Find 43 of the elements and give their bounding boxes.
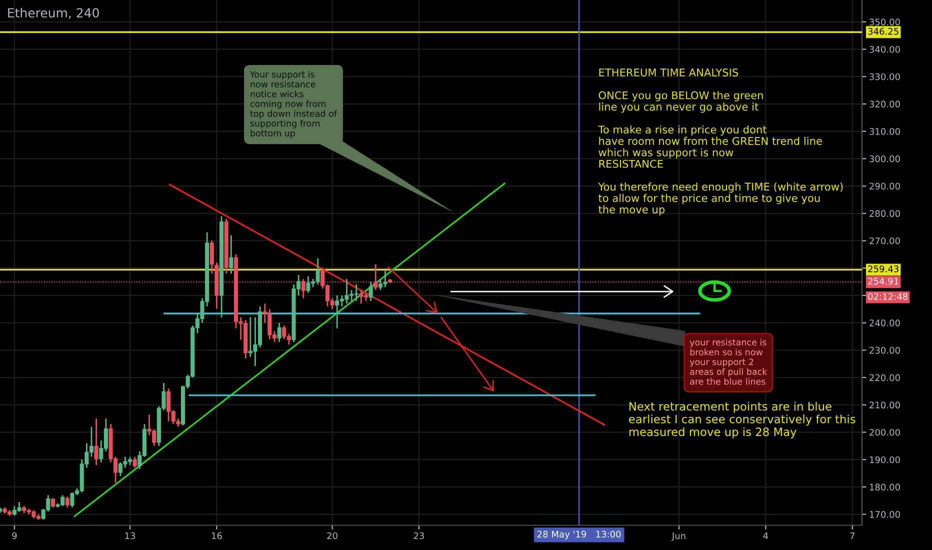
y-tick-label: 170.00 <box>870 511 900 518</box>
x-tick-label: 16 <box>212 532 222 540</box>
y-tick-label: 340.00 <box>870 46 900 53</box>
y-tick-label: 300.00 <box>870 155 900 162</box>
candlestick <box>277 322 282 343</box>
x-tick-label: 7 <box>850 532 854 540</box>
x-tick-label: Jun <box>671 532 686 541</box>
ref-line-label: 28 May '19 13:00 <box>538 530 621 540</box>
y-tick-label: 310.00 <box>870 128 900 135</box>
y-tick-label: 190.00 <box>870 456 900 464</box>
y-tick-label: 180.00 <box>870 484 900 491</box>
y-tick-label: 290.00 <box>870 182 900 190</box>
annotation: Your support is now resistance notice wicks coming now from top down instead of supporting from bottom up <box>250 70 338 138</box>
x-tick-label: 9 <box>12 532 17 540</box>
ref-line-label: 254.91 <box>868 278 898 285</box>
candlestick <box>229 234 234 274</box>
y-tick-label: 200.00 <box>870 428 900 436</box>
text: Ethereum, 240 <box>8 8 99 19</box>
x-tick-label: 4 <box>763 532 768 540</box>
candlestick <box>50 497 56 508</box>
y-tick-label: 320.00 <box>870 100 900 108</box>
y-tick-label: 270.00 <box>870 237 900 244</box>
y-tick-label: 280.00 <box>870 210 900 217</box>
candlestick <box>368 281 373 302</box>
candlestick <box>210 240 214 274</box>
candlestick <box>132 456 137 468</box>
y-tick-label: 210.00 <box>870 402 900 408</box>
x-tick-label: 20 <box>327 532 338 540</box>
y-tick-label: 350.00 <box>870 18 900 26</box>
candlestick <box>94 418 98 466</box>
text: ETHEREUM TIME ANALYSIS ONCE you go BELOW the green line you can never go above it To make a rise in price you dont have room now from the GREEN trend line which was support is now RESISTANCE You therefore need enough TIME (white arrow) to allow for the price and time to give you the move up <box>598 68 843 216</box>
ref-line-label: 259.43 <box>868 265 898 272</box>
annotation: your resistance is broken so is now your support 2 areas of pull back are the blue lines <box>690 338 768 385</box>
y-tick-label: 220.00 <box>870 374 900 382</box>
candlestick <box>65 496 70 508</box>
y-tick-label: 240.00 <box>870 320 900 326</box>
text: 02:12:48 <box>868 293 908 300</box>
y-tick-label: 230.00 <box>870 346 900 354</box>
y-tick-label: 330.00 <box>870 73 900 80</box>
x-tick-label: 13 <box>125 532 136 540</box>
ref-line-label: 346.25 <box>868 28 898 35</box>
x-tick-label: 23 <box>414 532 424 540</box>
annotation: Next retracement points are in blue earliest I can see conservatively for this measured move up is 28 May <box>629 402 856 438</box>
